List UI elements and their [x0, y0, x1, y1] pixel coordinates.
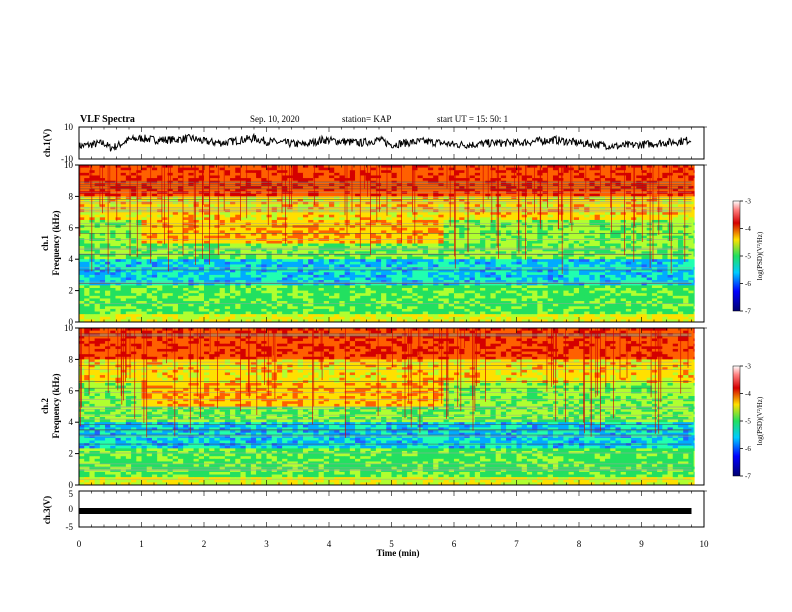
x-tick-7: 7 — [514, 539, 519, 549]
figure-header: VLF Spectra Sep. 10, 2020 station= KAP s… — [80, 114, 508, 125]
ch1-waveform-ylabel: ch.1(V) — [42, 129, 52, 157]
ch3-ytick-bottom: -5 — [66, 522, 74, 532]
ch1-spec-ytick-10: 10 — [64, 160, 74, 170]
ch2-colorbar — [732, 365, 741, 477]
ch2-spec-ytick-6: 6 — [69, 386, 74, 396]
ch2-spectrogram-image — [79, 328, 705, 486]
ch2-cb-tick--3: -3 — [745, 363, 751, 371]
x-tick-3: 3 — [264, 539, 269, 549]
ch2-spec-ytick-2: 2 — [69, 449, 74, 459]
ch1-spectrogram-ylabel-channel: ch.1 — [40, 235, 50, 251]
ch1-cb-tick--6: -6 — [745, 280, 751, 288]
ch3-waveform-trace — [79, 508, 692, 514]
ch2-cb-tick--5: -5 — [745, 418, 751, 426]
x-tick-1: 1 — [139, 539, 144, 549]
ch2-colorbar-label: log(PSD)(V²/Hz) — [756, 396, 764, 445]
ch1-ytick-bottom: -10 — [61, 154, 73, 164]
x-tick-4: 4 — [327, 539, 332, 549]
ch1-ytick-top: 10 — [64, 122, 74, 132]
x-tick-6: 6 — [452, 539, 457, 549]
date-label: Sep. 10, 2020 — [250, 114, 300, 124]
ch2-cb-tick--6: -6 — [745, 445, 751, 453]
ch1-cb-tick--7: -7 — [745, 308, 751, 316]
ch1-spec-ytick-2: 2 — [69, 286, 74, 296]
ch3-ytick-top: 5 — [69, 489, 74, 499]
ch3-waveform-ylabel: ch.3(V) — [42, 496, 52, 524]
ch1-spec-ytick-6: 6 — [69, 223, 74, 233]
x-tick-10: 10 — [700, 539, 710, 549]
start-time-label: start UT = 15: 50: 1 — [437, 114, 508, 124]
x-tick-5: 5 — [389, 539, 394, 549]
ch2-spec-ytick-0: 0 — [69, 480, 74, 490]
ch2-cb-tick--7: -7 — [745, 473, 751, 481]
ch1-colorbar — [732, 200, 741, 312]
ch2-spec-ytick-8: 8 — [69, 354, 74, 364]
figure-title: VLF Spectra — [80, 114, 135, 125]
station-label: station= KAP — [342, 114, 391, 124]
ch1-cb-tick--4: -4 — [745, 225, 751, 233]
ch1-cb-tick--3: -3 — [745, 198, 751, 206]
axis-tick-marks — [78, 126, 707, 527]
ch1-spectrogram-image — [79, 165, 705, 323]
ch1-cb-tick--5: -5 — [745, 253, 751, 261]
ch1-spec-ytick-0: 0 — [69, 317, 74, 327]
ch1-spec-ytick-4: 4 — [69, 254, 74, 264]
x-tick-0: 0 — [77, 539, 82, 549]
x-axis-label: Time (min) — [376, 548, 419, 558]
x-tick-9: 9 — [639, 539, 644, 549]
ch1-waveform-panel: 10 -10 ch.1(V) — [42, 122, 705, 164]
ch1-waveform-trace — [78, 132, 692, 152]
ch3-waveform-panel: 5 0 -5 ch.3(V) 0 1 2 3 4 5 6 7 8 9 10 Time (min) — [42, 489, 709, 558]
ch2-spectrogram-ylabel-freq: Frequency (kHz) — [51, 373, 61, 438]
ch2-spec-ytick-10: 10 — [64, 323, 74, 333]
x-tick-8: 8 — [577, 539, 582, 549]
ch2-spectrogram-ylabel-channel: ch.2 — [40, 398, 50, 414]
ch1-colorbar-label: log(PSD)(V²/Hz) — [756, 231, 764, 280]
ch3-ytick-mid: 0 — [69, 504, 74, 514]
ch2-cb-tick--4: -4 — [745, 390, 751, 398]
ch2-spec-ytick-4: 4 — [69, 417, 74, 427]
ch1-spectrogram-ylabel-freq: Frequency (kHz) — [51, 210, 61, 275]
x-tick-2: 2 — [202, 539, 207, 549]
ch1-spec-ytick-8: 8 — [69, 191, 74, 201]
